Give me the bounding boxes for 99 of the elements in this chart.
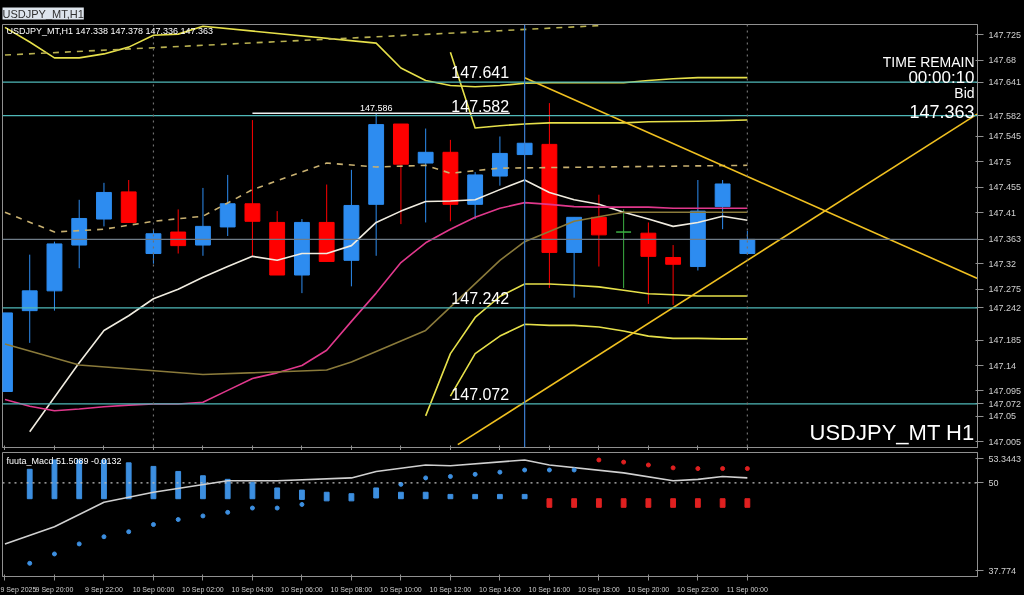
point bbox=[27, 560, 33, 566]
candlestick bbox=[244, 119, 261, 257]
y-tick-label: 53.3443 bbox=[988, 453, 1022, 464]
bar bbox=[571, 498, 578, 508]
y-tick-label: 147.68 bbox=[988, 55, 1017, 66]
chart-title: fuuta_Macd 51.5089 -0.0132 bbox=[6, 456, 122, 467]
point bbox=[695, 466, 701, 472]
annotation: USDJPY_MT H1 bbox=[809, 420, 975, 446]
bar bbox=[472, 493, 479, 500]
point bbox=[670, 465, 676, 471]
line-series bbox=[4, 459, 749, 545]
candlestick bbox=[170, 208, 187, 255]
bar bbox=[26, 468, 33, 500]
candlestick bbox=[714, 179, 731, 230]
y-tick-label: 147.072 bbox=[988, 398, 1022, 409]
candlestick bbox=[665, 244, 682, 306]
candlestick bbox=[195, 187, 211, 257]
y-tick-label: 50 bbox=[988, 477, 999, 488]
point bbox=[249, 505, 255, 511]
bar bbox=[447, 493, 454, 500]
y-tick-label: 147.41 bbox=[988, 207, 1017, 218]
bar bbox=[249, 481, 256, 500]
point bbox=[497, 469, 503, 475]
point bbox=[126, 529, 132, 535]
annotation: Bid bbox=[954, 85, 975, 102]
point bbox=[398, 481, 404, 487]
ref-line-label: 147.072 bbox=[451, 385, 510, 403]
y-tick-label: 147.455 bbox=[988, 182, 1022, 193]
point bbox=[645, 462, 651, 468]
bar bbox=[719, 498, 726, 508]
point bbox=[225, 509, 231, 515]
candlestick bbox=[219, 174, 236, 237]
bar bbox=[744, 498, 751, 508]
candlestick bbox=[590, 194, 607, 268]
annotation: 147.586 bbox=[359, 103, 393, 114]
point bbox=[447, 473, 453, 479]
bar bbox=[546, 498, 553, 508]
annotation: 00:00:10 bbox=[908, 68, 975, 88]
bar bbox=[373, 487, 380, 499]
candlestick bbox=[640, 221, 657, 305]
line-series bbox=[4, 201, 749, 412]
y-tick-label: 147.275 bbox=[988, 284, 1022, 295]
candlestick bbox=[21, 254, 38, 344]
y-tick-label: 147.32 bbox=[988, 258, 1017, 269]
point bbox=[150, 522, 156, 528]
point bbox=[720, 466, 726, 472]
y-tick-label: 147.05 bbox=[988, 411, 1017, 422]
line-series bbox=[28, 179, 749, 433]
bar bbox=[645, 498, 652, 508]
candlestick bbox=[417, 128, 434, 223]
line-series bbox=[4, 211, 749, 376]
y-tick-label: 147.5 bbox=[988, 156, 1012, 167]
bar bbox=[348, 493, 355, 502]
line-series bbox=[424, 283, 749, 417]
candlestick bbox=[739, 230, 756, 256]
y-tick-label: 147.14 bbox=[988, 360, 1017, 371]
bar bbox=[125, 462, 132, 500]
candlestick bbox=[491, 135, 508, 187]
point bbox=[299, 501, 305, 507]
y-tick-label: 147.005 bbox=[988, 436, 1022, 447]
bar bbox=[51, 459, 58, 500]
point bbox=[274, 505, 280, 511]
bar bbox=[422, 491, 429, 500]
y-tick-label: 147.095 bbox=[988, 385, 1022, 396]
point bbox=[423, 475, 429, 481]
y-tick-label: 147.185 bbox=[988, 335, 1022, 346]
bar bbox=[150, 465, 157, 500]
point bbox=[51, 551, 57, 557]
point bbox=[596, 457, 602, 463]
y-tick-label: 147.242 bbox=[988, 302, 1022, 313]
point bbox=[571, 467, 577, 473]
chart-title: USDJPY_MT,H1 bbox=[2, 7, 84, 20]
y-tick-label: 147.363 bbox=[988, 234, 1022, 245]
bar bbox=[323, 491, 330, 502]
y-tick-label: 147.641 bbox=[988, 77, 1022, 88]
point bbox=[744, 466, 750, 472]
bar bbox=[175, 470, 182, 500]
y-tick-label: 147.545 bbox=[988, 131, 1022, 142]
y-tick-label: 37.774 bbox=[988, 565, 1017, 576]
y-tick-label: 147.582 bbox=[988, 110, 1022, 121]
bar bbox=[620, 498, 627, 508]
point bbox=[522, 467, 528, 473]
bar bbox=[274, 487, 281, 500]
bar bbox=[521, 493, 528, 500]
bar bbox=[670, 498, 677, 508]
point bbox=[175, 517, 181, 523]
point bbox=[546, 467, 552, 473]
point bbox=[621, 459, 627, 465]
point bbox=[101, 534, 107, 540]
bar bbox=[595, 498, 602, 508]
point bbox=[472, 471, 478, 477]
bar bbox=[694, 498, 701, 508]
point bbox=[200, 513, 206, 519]
point bbox=[76, 541, 82, 547]
bar bbox=[496, 493, 503, 500]
annotation: TIME REMAIN bbox=[882, 53, 975, 70]
y-tick-label: 147.725 bbox=[988, 29, 1022, 40]
bar bbox=[398, 491, 404, 500]
candlestick bbox=[615, 208, 632, 289]
